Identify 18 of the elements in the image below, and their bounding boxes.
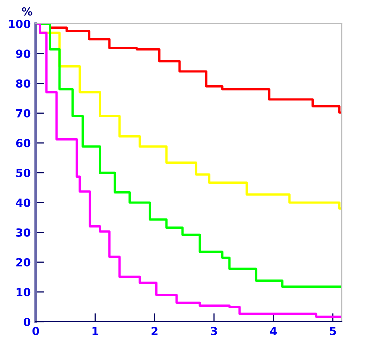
y-tick-label: 70 xyxy=(16,109,31,118)
y-tick-label: 100 xyxy=(9,20,31,28)
x-tick-label: 0 xyxy=(32,327,40,336)
y-tick-label: 60 xyxy=(16,139,31,148)
y-tick-label: 0 xyxy=(24,318,31,326)
y-tick-label: 20 xyxy=(16,258,31,267)
x-tick-label: 4 xyxy=(270,327,278,336)
y-tick-label: 40 xyxy=(16,198,31,208)
x-tick-label: 2 xyxy=(152,327,158,336)
x-tick-label: 3 xyxy=(211,327,218,336)
y-axis-title: % xyxy=(22,7,33,16)
y-tick-label: 30 xyxy=(16,228,31,237)
y-tick-label: 50 xyxy=(16,168,31,178)
y-tick-label: 10 xyxy=(16,288,31,297)
x-tick-label: 1 xyxy=(92,327,99,336)
y-tick-label: 80 xyxy=(16,80,31,88)
y-tick-label: 90 xyxy=(16,50,31,58)
x-tick-label: 5 xyxy=(330,327,336,336)
